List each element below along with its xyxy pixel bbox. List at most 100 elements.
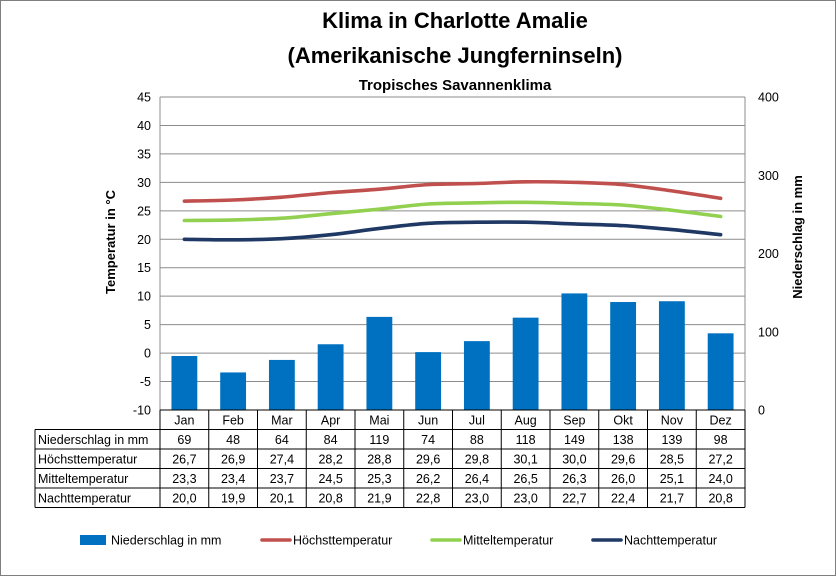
table-cell: 20,8 [318, 492, 342, 506]
right-tick-label: 100 [758, 325, 779, 339]
left-tick-label: 5 [144, 318, 151, 332]
table-cell: 23,3 [172, 472, 196, 486]
chart-subtitle: Tropisches Savannenklima [359, 77, 552, 94]
table-cell: 22,4 [611, 492, 635, 506]
left-axis-ticks: -10 -5 0 5 10 15 20 25 30 35 40 45 [133, 91, 151, 418]
left-tick-label: 35 [137, 147, 151, 161]
row-label: Nachttemperatur [38, 492, 131, 506]
table-cell: 21,7 [660, 492, 684, 506]
left-tick-label: 0 [144, 347, 151, 361]
table-cell: 138 [613, 433, 634, 447]
table-cell: 30,0 [562, 453, 586, 467]
table-cell: 21,9 [367, 492, 391, 506]
table-cell: 84 [324, 433, 338, 447]
precipitation-bars [171, 293, 734, 410]
line-nachttemperatur [182, 220, 723, 242]
table-cell: 98 [714, 433, 728, 447]
month-label: Mai [369, 414, 389, 428]
month-label: Dez [710, 414, 732, 428]
table-cell: 118 [516, 433, 536, 447]
row-label: Niederschlag in mm [38, 433, 148, 447]
table-cell: 20,8 [708, 492, 732, 506]
bar-feb [220, 372, 247, 410]
bar-jul [463, 341, 490, 410]
left-tick-label: 20 [137, 233, 151, 247]
table-cell: 119 [369, 433, 389, 447]
bar-mar [268, 359, 295, 410]
table-cell: 25,1 [660, 472, 684, 486]
chart-title: Klima in Charlotte Amalie [322, 8, 588, 33]
table-cell: 20,0 [172, 492, 196, 506]
month-label: Mar [271, 414, 293, 428]
left-tick-label: 40 [137, 119, 151, 133]
chart-title-line2: (Amerikanische Jungferninseln) [288, 43, 623, 68]
table-cell: 25,3 [367, 472, 391, 486]
bar-aug [512, 317, 539, 410]
table-cell: 19,9 [221, 492, 245, 506]
bar-mai [366, 316, 393, 410]
table-cell: 29,6 [416, 453, 440, 467]
table-cell: 48 [226, 433, 240, 447]
table-cell: 28,5 [660, 453, 684, 467]
month-label: Nov [661, 414, 684, 428]
month-label: Okt [613, 414, 633, 428]
table-cell: 74 [421, 433, 435, 447]
table-cell: 139 [661, 433, 682, 447]
table-cell: 23,7 [270, 472, 294, 486]
left-tick-label: -10 [133, 404, 151, 418]
left-tick-label: 45 [137, 91, 151, 105]
bar-apr [317, 344, 344, 410]
month-label: Jun [418, 414, 438, 428]
right-tick-label: 300 [758, 169, 779, 183]
left-tick-label: 25 [137, 204, 151, 218]
table-cell: 30,1 [513, 453, 537, 467]
month-label: Aug [515, 414, 537, 428]
table-cell: 24,5 [318, 472, 342, 486]
table-cell: 23,0 [465, 492, 489, 506]
table-cell: 23,4 [221, 472, 245, 486]
table-cell: 26,2 [416, 472, 440, 486]
row-label: Mitteltemperatur [38, 472, 128, 486]
legend-label: Nachttemperatur [624, 534, 717, 548]
line-höchsttemperatur [182, 179, 723, 203]
right-tick-label: 400 [758, 91, 779, 105]
table-cell: 27,4 [270, 453, 294, 467]
table-cell: 26,0 [611, 472, 635, 486]
table-cell: 26,9 [221, 453, 245, 467]
legend: Niederschlag in mm Höchsttemperatur Mittel… [80, 534, 717, 548]
table-cell: 28,2 [318, 453, 342, 467]
table-cell: 26,7 [172, 453, 196, 467]
table-cell: 23,0 [513, 492, 537, 506]
month-label: Feb [222, 414, 244, 428]
table-cell: 22,8 [416, 492, 440, 506]
month-label: Sep [563, 414, 585, 428]
table-cell: 26,5 [513, 472, 537, 486]
left-tick-label: -5 [140, 375, 151, 389]
row-label: Höchsttemperatur [38, 453, 137, 467]
legend-label: Mitteltemperatur [463, 534, 553, 548]
table-cell: 69 [177, 433, 191, 447]
gridlines [159, 96, 746, 411]
table-cell: 24,0 [708, 472, 732, 486]
table-cell: 64 [275, 433, 289, 447]
bar-nov [658, 301, 685, 410]
bar-okt [610, 302, 637, 410]
bar-sep [561, 293, 588, 410]
table-cell: 22,7 [562, 492, 586, 506]
legend-label: Niederschlag in mm [111, 534, 221, 548]
table-cell: 27,2 [708, 453, 732, 467]
table-cell: 29,6 [611, 453, 635, 467]
line-mitteltemperatur [182, 200, 723, 223]
left-tick-label: 30 [137, 176, 151, 190]
table-cell: 28,8 [367, 453, 391, 467]
right-tick-label: 0 [758, 404, 765, 418]
month-label: Apr [321, 414, 340, 428]
temperature-lines [182, 179, 723, 242]
right-axis-ticks: 0 100 200 300 400 [758, 91, 779, 418]
data-table: Jan Feb Mar Apr Mai Jun Jul Aug Sep Okt Nov Dez Nied… [34, 409, 746, 508]
legend-label: Höchsttemperatur [293, 534, 392, 548]
table-cell: 20,1 [270, 492, 294, 506]
legend-swatch [80, 535, 106, 545]
left-tick-label: 15 [137, 261, 151, 275]
